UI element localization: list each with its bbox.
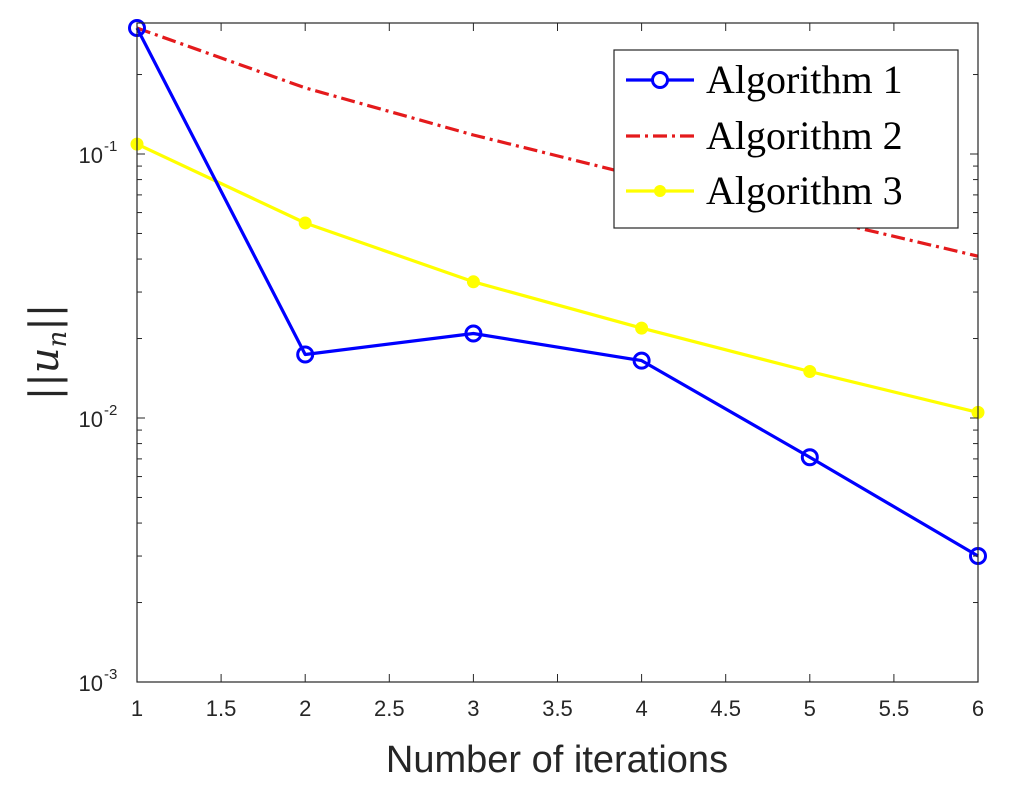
series-line bbox=[136, 26, 979, 258]
data-point bbox=[464, 324, 483, 343]
x-tick-label: 5 bbox=[804, 696, 816, 721]
x-tick-label: 4.5 bbox=[710, 696, 741, 721]
x-tick-label: 3 bbox=[467, 696, 479, 721]
y-tick-label: 10 -3 bbox=[79, 666, 118, 696]
legend-entry: Algorithm 2 bbox=[626, 113, 903, 158]
legend-label: Algorithm 2 bbox=[706, 113, 903, 158]
data-point bbox=[298, 216, 312, 230]
series-algorithm-2 bbox=[136, 26, 979, 258]
legend-swatch-marker bbox=[651, 71, 669, 89]
y-tick-exponent: -3 bbox=[104, 666, 117, 683]
x-axis-label: Number of iterations bbox=[386, 739, 728, 781]
legend-label: Algorithm 1 bbox=[706, 57, 903, 102]
legend: Algorithm 1 Algorithm 2 Algorithm 3 bbox=[613, 49, 959, 229]
y-axis-label-text: ||un|| bbox=[22, 304, 73, 400]
legend-entry: Algorithm 3 bbox=[626, 168, 903, 213]
legend-label: Algorithm 3 bbox=[706, 168, 903, 213]
y-tick-base: 10 bbox=[79, 671, 103, 696]
data-point bbox=[803, 365, 817, 379]
data-point bbox=[632, 351, 651, 370]
x-tick-label: 2.5 bbox=[374, 696, 405, 721]
legend-swatch-marker bbox=[654, 185, 666, 197]
y-tick-base: 10 bbox=[79, 143, 103, 168]
series-line bbox=[135, 27, 979, 558]
series-line bbox=[136, 142, 979, 414]
x-tick-label: 5.5 bbox=[879, 696, 910, 721]
y-tick-label: 10 -1 bbox=[79, 138, 118, 168]
x-tick-label: 4 bbox=[635, 696, 647, 721]
data-point bbox=[800, 448, 819, 467]
x-tick-label: 3.5 bbox=[542, 696, 573, 721]
x-tick-label: 1.5 bbox=[206, 696, 237, 721]
series-layer bbox=[128, 19, 987, 566]
x-tick-label: 1 bbox=[131, 696, 143, 721]
series-algorithm-1 bbox=[128, 19, 987, 566]
y-tick-exponent: -1 bbox=[104, 138, 117, 155]
plot-area-frame bbox=[136, 22, 979, 683]
x-tick-label: 6 bbox=[972, 696, 984, 721]
axes-layer: 1 1.5 2 2.5 3 3.5 4 4.5 5 5.5 610-310-210-1 bbox=[79, 23, 984, 721]
y-tick-base: 10 bbox=[79, 407, 103, 432]
x-tick-label: 2 bbox=[299, 696, 311, 721]
series-algorithm-3 bbox=[130, 137, 985, 419]
y-tick-exponent: -2 bbox=[104, 402, 117, 419]
data-point bbox=[466, 275, 480, 289]
data-point bbox=[635, 321, 649, 335]
y-axis-label: ||un|| bbox=[22, 304, 73, 400]
y-tick-label: 10 -2 bbox=[79, 402, 118, 432]
legend-entry: Algorithm 1 bbox=[626, 57, 903, 102]
data-point bbox=[296, 345, 315, 364]
